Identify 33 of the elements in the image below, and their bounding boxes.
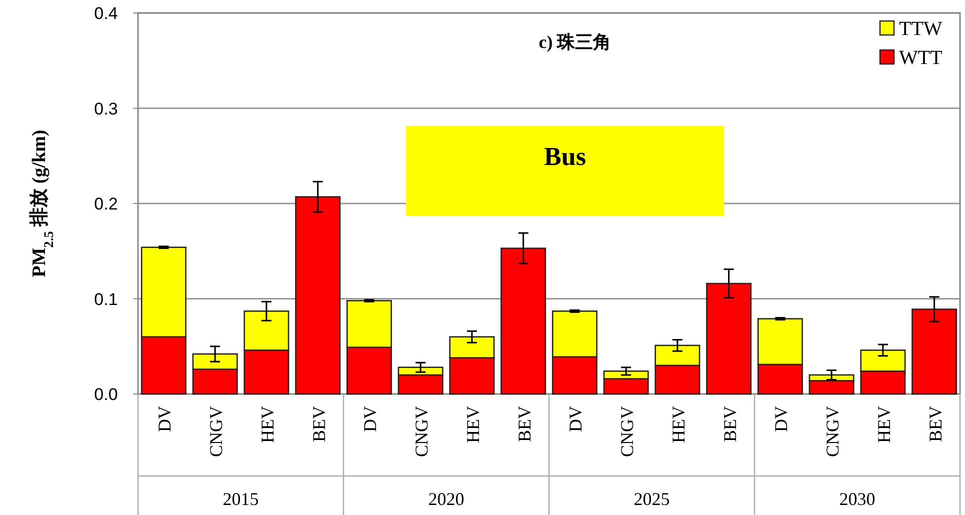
x-tick-label: HEV xyxy=(257,406,278,443)
x-tick-label: DV xyxy=(360,406,380,432)
y-tick-label: 0.1 xyxy=(94,290,118,309)
y-tick-label: 0.4 xyxy=(94,4,118,23)
y-tick-label: 0.3 xyxy=(94,99,118,118)
x-tick-label: CNGV xyxy=(617,406,638,458)
legend-label: TTW xyxy=(899,18,942,40)
x-tick-label: CNGV xyxy=(822,406,843,458)
annotation: Bus xyxy=(544,142,586,171)
x-tick-label: HEV xyxy=(874,406,894,443)
x-tick-label: DV xyxy=(566,406,586,432)
x-tick-label: HEV xyxy=(668,406,688,443)
text: c) 珠三角 xyxy=(538,32,612,52)
text: 2025 xyxy=(634,489,670,509)
bar xyxy=(500,248,546,395)
x-tick-label: DV xyxy=(154,406,175,432)
text: 2020 xyxy=(428,489,464,509)
bar xyxy=(912,308,958,395)
text: 2015 xyxy=(222,489,259,509)
x-tick-label: CNGV xyxy=(206,406,226,458)
x-tick-label: BEV xyxy=(308,406,329,442)
x-tick-label: CNGV xyxy=(412,406,432,458)
bar xyxy=(295,196,341,395)
bar xyxy=(706,282,752,395)
x-tick-label: HEV xyxy=(462,406,483,443)
x-tick-label: BEV xyxy=(514,406,534,442)
y-tick-label: 0.0 xyxy=(94,385,118,404)
text: 2030 xyxy=(839,489,876,509)
legend-label: WTT xyxy=(899,47,942,69)
x-tick-label: DV xyxy=(771,406,792,432)
x-tick-label: BEV xyxy=(925,406,946,442)
y-tick-label: 0.2 xyxy=(94,194,118,214)
x-tick-label: BEV xyxy=(720,406,740,442)
